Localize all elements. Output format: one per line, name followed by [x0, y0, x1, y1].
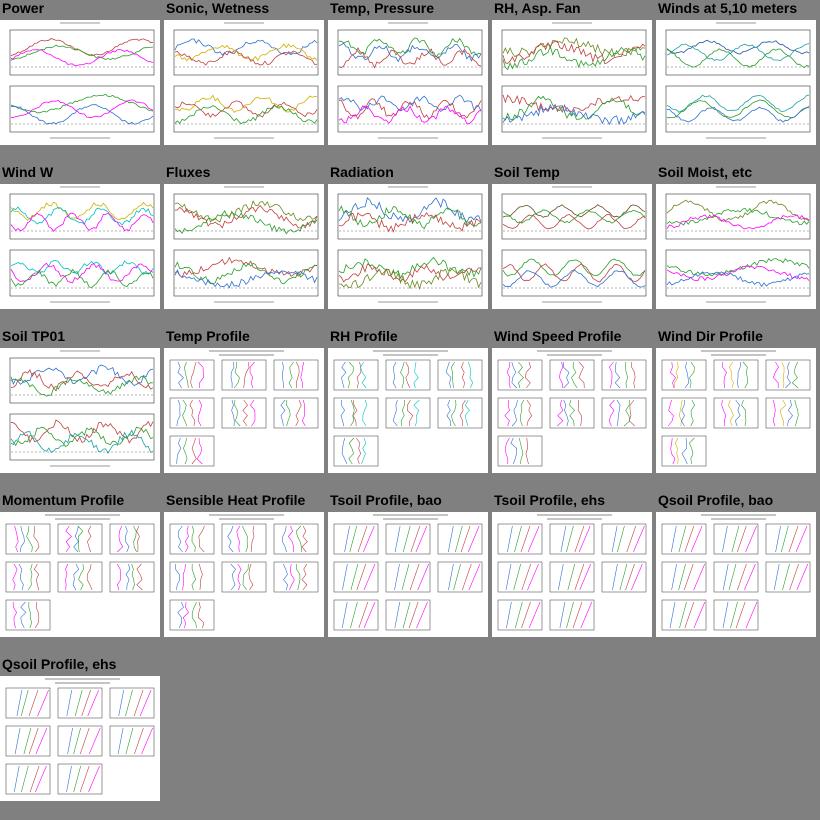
plot-thumbnail-image: [9, 350, 155, 467]
plot-tile[interactable]: Sensible Heat Profile: [164, 492, 324, 652]
plot-thumbnail-image: [665, 22, 811, 139]
plot-tile[interactable]: Radiation: [328, 164, 488, 324]
plot-title[interactable]: Wind Speed Profile: [494, 328, 622, 344]
plot-thumbnail-image: [337, 186, 483, 303]
plot-thumbnail[interactable]: [492, 348, 652, 473]
plot-thumbnail[interactable]: [164, 20, 324, 145]
plot-tile[interactable]: RH, Asp. Fan: [492, 0, 652, 160]
plot-thumbnail-image: [173, 186, 319, 303]
plot-tile[interactable]: Fluxes: [164, 164, 324, 324]
plot-title[interactable]: Tsoil Profile, ehs: [494, 492, 605, 508]
plot-title[interactable]: Soil Moist, etc: [658, 164, 753, 180]
plot-thumbnail[interactable]: [328, 512, 488, 637]
plot-tile[interactable]: Soil TP01: [0, 328, 160, 488]
plot-title[interactable]: Sensible Heat Profile: [166, 492, 306, 508]
plot-thumbnail[interactable]: [0, 184, 160, 309]
plot-thumbnail[interactable]: [0, 676, 160, 801]
plot-thumbnail-image: [497, 350, 647, 467]
plot-thumbnail-image: [661, 514, 811, 631]
plot-thumbnail[interactable]: [0, 20, 160, 145]
plot-thumbnail[interactable]: [656, 348, 816, 473]
plot-tile[interactable]: Wind Speed Profile: [492, 328, 652, 488]
plot-tile[interactable]: Winds at 5,10 meters: [656, 0, 816, 160]
plot-title[interactable]: Momentum Profile: [2, 492, 125, 508]
plot-thumbnail-image: [9, 22, 155, 139]
plot-thumbnail-image: [169, 514, 319, 631]
plot-thumbnail-image: [5, 514, 155, 631]
plot-thumbnail[interactable]: [328, 20, 488, 145]
plot-thumbnail-image: [333, 514, 483, 631]
plot-tile[interactable]: Qsoil Profile, ehs: [0, 656, 160, 816]
plot-thumbnail[interactable]: [328, 184, 488, 309]
plot-thumbnail-image: [173, 22, 319, 139]
plot-title[interactable]: Qsoil Profile, ehs: [2, 656, 117, 672]
plot-title[interactable]: RH Profile: [330, 328, 398, 344]
plot-thumbnail[interactable]: [656, 184, 816, 309]
plot-title[interactable]: Tsoil Profile, bao: [330, 492, 442, 508]
plot-tile[interactable]: Wind Dir Profile: [656, 328, 816, 488]
plot-thumbnail-image: [501, 186, 647, 303]
plot-thumbnail-image: [497, 514, 647, 631]
plot-title[interactable]: Temp, Pressure: [330, 0, 435, 16]
plot-thumbnail-image: [333, 350, 483, 467]
plot-thumbnail-image: [337, 22, 483, 139]
plot-thumbnail[interactable]: [492, 184, 652, 309]
plot-thumbnail[interactable]: [164, 348, 324, 473]
plot-tile[interactable]: Momentum Profile: [0, 492, 160, 652]
plot-thumbnail[interactable]: [164, 512, 324, 637]
plot-tile[interactable]: Temp Profile: [164, 328, 324, 488]
plot-title[interactable]: Soil Temp: [494, 164, 560, 180]
plot-tile[interactable]: Qsoil Profile, bao: [656, 492, 816, 652]
plot-tile[interactable]: Tsoil Profile, ehs: [492, 492, 652, 652]
plot-thumbnail[interactable]: [656, 512, 816, 637]
plot-tile[interactable]: Soil Temp: [492, 164, 652, 324]
plot-title[interactable]: Temp Profile: [166, 328, 250, 344]
plot-thumbnail-image: [665, 186, 811, 303]
plot-tile[interactable]: Sonic, Wetness: [164, 0, 324, 160]
plot-title[interactable]: Sonic, Wetness: [166, 0, 270, 16]
plot-thumbnail[interactable]: [492, 512, 652, 637]
plot-tile[interactable]: Soil Moist, etc: [656, 164, 816, 324]
plot-thumbnail-image: [9, 186, 155, 303]
plot-thumbnail-image: [661, 350, 811, 467]
plot-thumbnail-image: [5, 678, 155, 795]
plot-thumbnail[interactable]: [328, 348, 488, 473]
plot-title[interactable]: RH, Asp. Fan: [494, 0, 581, 16]
plot-thumbnail[interactable]: [656, 20, 816, 145]
plot-title[interactable]: Winds at 5,10 meters: [658, 0, 798, 16]
plot-thumbnail[interactable]: [0, 348, 160, 473]
plot-title[interactable]: Fluxes: [166, 164, 211, 180]
plot-tile[interactable]: Wind W: [0, 164, 160, 324]
plot-title[interactable]: Power: [2, 0, 45, 16]
plot-title[interactable]: Radiation: [330, 164, 394, 180]
plot-tile[interactable]: Power: [0, 0, 160, 160]
plot-thumbnail[interactable]: [0, 512, 160, 637]
plot-title[interactable]: Soil TP01: [2, 328, 66, 344]
plot-thumbnail[interactable]: [492, 20, 652, 145]
plot-tile[interactable]: Tsoil Profile, bao: [328, 492, 488, 652]
plot-tile[interactable]: RH Profile: [328, 328, 488, 488]
plot-thumbnail-image: [169, 350, 319, 467]
plot-title[interactable]: Qsoil Profile, bao: [658, 492, 774, 508]
plot-title[interactable]: Wind Dir Profile: [658, 328, 763, 344]
plot-tile[interactable]: Temp, Pressure: [328, 0, 488, 160]
plot-thumbnail[interactable]: [164, 184, 324, 309]
plot-title[interactable]: Wind W: [2, 164, 54, 180]
plot-thumbnail-image: [501, 22, 647, 139]
